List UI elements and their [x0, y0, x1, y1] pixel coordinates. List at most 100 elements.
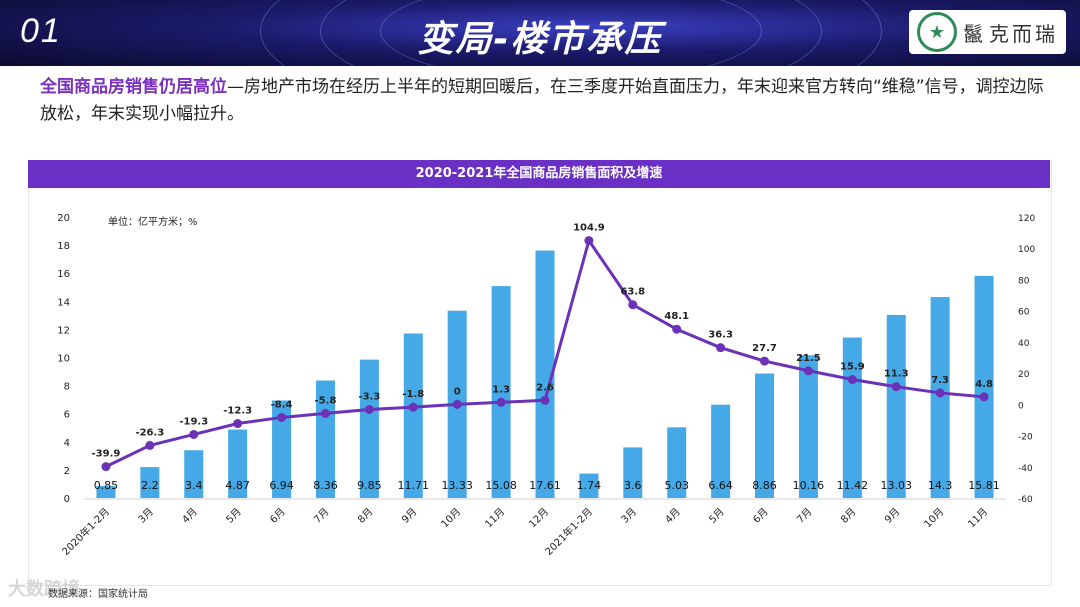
header-banner: 01 变局-楼市承压 ★ 鬣 克而瑞 [0, 0, 1080, 66]
x-tick-label: 9月 [399, 506, 419, 526]
bar [711, 404, 731, 498]
intro-text: —房地产市场在经历上半年的短期回暖后，在三季度开始直面压力，年末迎来官方转向“维… [40, 77, 1044, 124]
x-tick-label: 3月 [136, 506, 156, 526]
logo-mark: 鬣 [963, 21, 983, 46]
growth-value-label: 1.3 [492, 384, 510, 395]
growth-point [716, 343, 726, 353]
growth-point [452, 399, 462, 409]
bar [491, 286, 511, 498]
x-tick-label: 2020年1-2月 [59, 505, 112, 558]
growth-value-label: 11.3 [884, 369, 909, 380]
y-left-tick-label: 12 [57, 325, 70, 336]
bar [140, 467, 160, 498]
bar [272, 400, 292, 498]
growth-point [672, 324, 682, 334]
growth-value-label: 27.7 [752, 343, 777, 354]
growth-value-label: 7.3 [931, 375, 949, 386]
y-left-tick-label: 20 [57, 213, 70, 224]
x-tick-label: 6月 [268, 506, 288, 526]
x-tick-label: 8月 [838, 506, 858, 526]
y-left-tick-label: 2 [64, 466, 70, 477]
growth-point [277, 412, 287, 422]
growth-point [628, 300, 638, 310]
growth-value-label: 4.8 [975, 379, 993, 390]
bar [579, 473, 599, 498]
bar-value-label: 15.08 [485, 479, 517, 492]
growth-value-label: 104.9 [573, 223, 605, 234]
bar-value-label: 13.33 [441, 479, 473, 492]
y-left-tick-label: 4 [64, 438, 70, 449]
bar [930, 297, 950, 498]
bar-value-label: 1.74 [577, 479, 602, 492]
growth-value-label: -12.3 [223, 406, 252, 417]
bar [798, 355, 818, 498]
y-right-tick-label: -20 [1018, 433, 1033, 443]
bar [403, 333, 423, 498]
bar [623, 447, 643, 498]
x-tick-label: 2021年1-2月 [542, 505, 595, 558]
y-right-tick-label: -60 [1018, 495, 1033, 505]
bar [886, 314, 906, 498]
brand-logo: ★ 鬣 克而瑞 [909, 10, 1066, 54]
bar-value-label: 8.36 [313, 479, 338, 492]
growth-value-label: -26.3 [135, 427, 164, 438]
x-tick-label: 4月 [180, 506, 200, 526]
intro-highlight: 全国商品房销售仍居高位 [40, 77, 227, 97]
bar [535, 250, 555, 498]
growth-value-label: 48.1 [664, 311, 689, 322]
y-left-tick-label: 14 [57, 297, 70, 308]
x-tick-label: 7月 [312, 506, 332, 526]
y-right-tick-label: 100 [1018, 245, 1035, 255]
growth-point [320, 408, 330, 418]
bar-value-label: 13.03 [880, 479, 912, 492]
y-left-tick-label: 8 [64, 382, 70, 393]
growth-point [540, 395, 550, 405]
growth-value-label: -8.4 [271, 399, 293, 410]
growth-point [496, 397, 506, 407]
bar-value-label: 17.61 [529, 479, 561, 492]
section-number: 01 [20, 12, 62, 50]
bar-value-label: 14.3 [928, 479, 953, 492]
bar-value-label: 0.85 [94, 479, 119, 492]
growth-point [847, 375, 857, 385]
growth-value-label: 15.9 [840, 362, 865, 373]
bar [974, 275, 994, 498]
y-right-tick-label: 20 [1018, 370, 1030, 380]
growth-point [189, 429, 199, 439]
growth-value-label: -5.8 [315, 395, 337, 406]
bar [315, 380, 335, 498]
x-tick-label: 8月 [355, 506, 375, 526]
growth-point [760, 356, 770, 366]
y-right-tick-label: 120 [1018, 214, 1035, 224]
bar [755, 373, 775, 498]
growth-point [935, 388, 945, 398]
bar-value-label: 8.86 [752, 479, 777, 492]
y-right-tick-label: 60 [1018, 308, 1030, 318]
bar-value-label: 9.85 [357, 479, 382, 492]
bar [667, 427, 687, 498]
y-right-tick-label: 80 [1018, 276, 1030, 286]
growth-value-label: -19.3 [179, 416, 208, 427]
chart-title: 2020-2021年全国商品房销售面积及增速 [28, 160, 1050, 188]
star-badge-icon: ★ [917, 12, 957, 52]
growth-value-label: 36.3 [708, 330, 733, 341]
bar-value-label: 11.42 [837, 479, 869, 492]
y-right-tick-label: 40 [1018, 339, 1030, 349]
growth-value-label: 2.6 [536, 382, 554, 393]
growth-value-label: 21.5 [796, 353, 821, 364]
y-right-tick-label: 0 [1018, 401, 1024, 411]
bar-value-label: 5.03 [664, 479, 689, 492]
bar-value-label: 15.81 [968, 479, 1000, 492]
y-left-tick-label: 0 [64, 494, 70, 505]
growth-point [803, 366, 813, 376]
growth-point [101, 462, 111, 472]
x-tick-label: 9月 [882, 506, 902, 526]
y-left-tick-label: 10 [57, 354, 70, 365]
bar-value-label: 6.94 [269, 479, 294, 492]
x-tick-label: 5月 [707, 506, 727, 526]
y-left-tick-label: 18 [57, 241, 70, 252]
page-title: 变局-楼市承压 [417, 19, 663, 60]
x-tick-label: 3月 [619, 506, 639, 526]
x-tick-label: 4月 [663, 506, 683, 526]
